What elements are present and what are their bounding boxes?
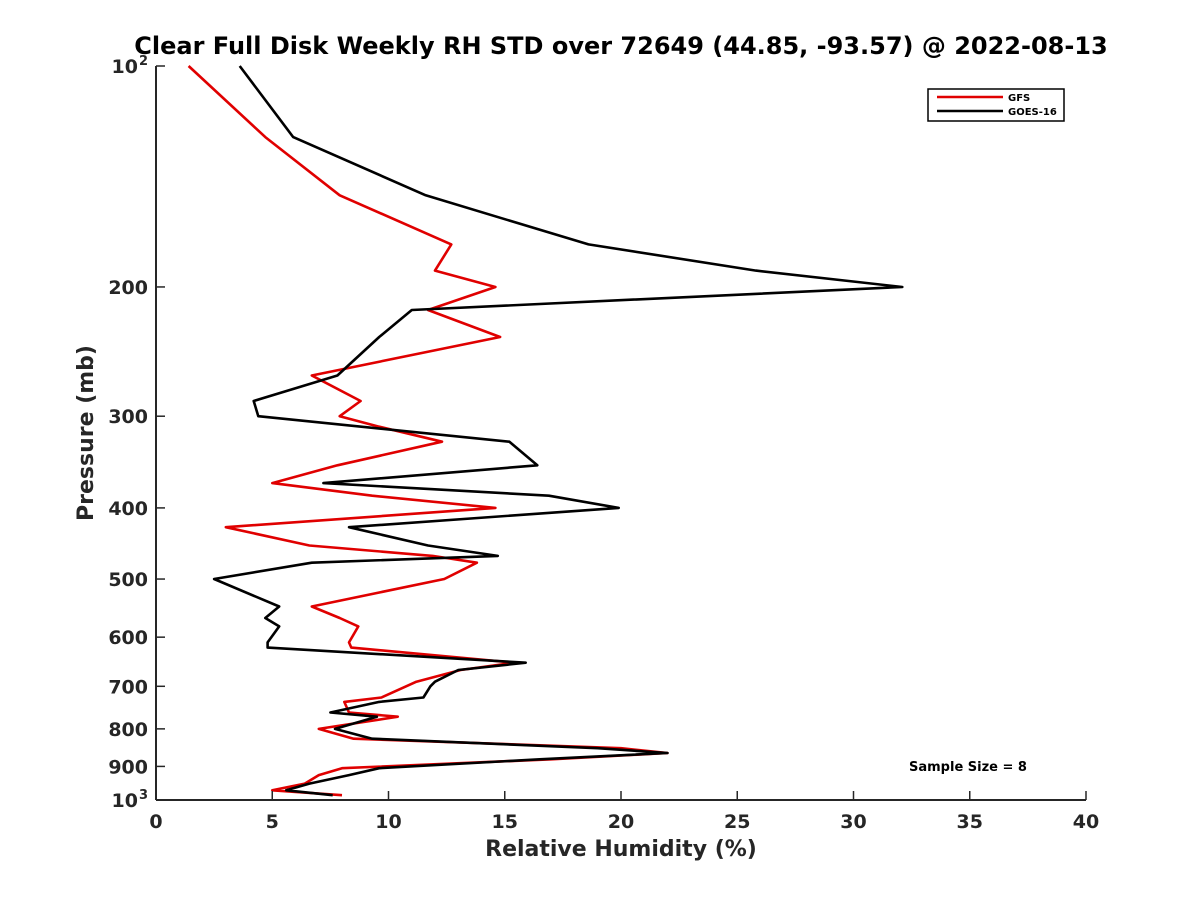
- series-layer: [187, 65, 904, 797]
- y-tick-exponent: 3: [139, 788, 148, 803]
- x-tick-label: 20: [608, 811, 634, 833]
- x-tick-label: 0: [149, 811, 162, 833]
- y-tick-label: 700: [108, 676, 148, 698]
- series-line-goes-16: [212, 65, 904, 797]
- y-tick-label: 900: [108, 756, 148, 778]
- y-tick-label: 200: [108, 277, 148, 299]
- y-tick-label: 300: [108, 406, 148, 428]
- x-tick-label: 5: [266, 811, 279, 833]
- x-tick-label: 25: [724, 811, 750, 833]
- legend-label: GOES-16: [1008, 107, 1057, 118]
- sample-size-annotation: Sample Size = 8: [909, 760, 1027, 775]
- legend: GFS GOES-16: [927, 88, 1065, 122]
- x-ticks: 0 5 10 15 20 25 30 35 40: [149, 791, 1099, 833]
- x-tick-label: 15: [492, 811, 518, 833]
- x-tick-label: 10: [375, 811, 401, 833]
- x-tick-label: 30: [840, 811, 866, 833]
- y-axis-label: Pressure (mb): [74, 345, 99, 521]
- y-tick-label: 10: [112, 56, 138, 78]
- y-tick-label: 10: [112, 790, 138, 812]
- y-tick-label: 600: [108, 627, 148, 649]
- y-tick-exponent: 2: [139, 54, 148, 69]
- chart-title: Clear Full Disk Weekly RH STD over 72649…: [134, 32, 1107, 60]
- x-axis-label: Relative Humidity (%): [485, 837, 757, 862]
- y-tick-label: 400: [108, 498, 148, 520]
- x-tick-label: 35: [957, 811, 983, 833]
- y-tick-label: 500: [108, 569, 148, 591]
- legend-label: GFS: [1008, 93, 1030, 104]
- legend-box: [927, 88, 1065, 122]
- y-tick-label: 800: [108, 719, 148, 741]
- x-tick-label: 40: [1073, 811, 1099, 833]
